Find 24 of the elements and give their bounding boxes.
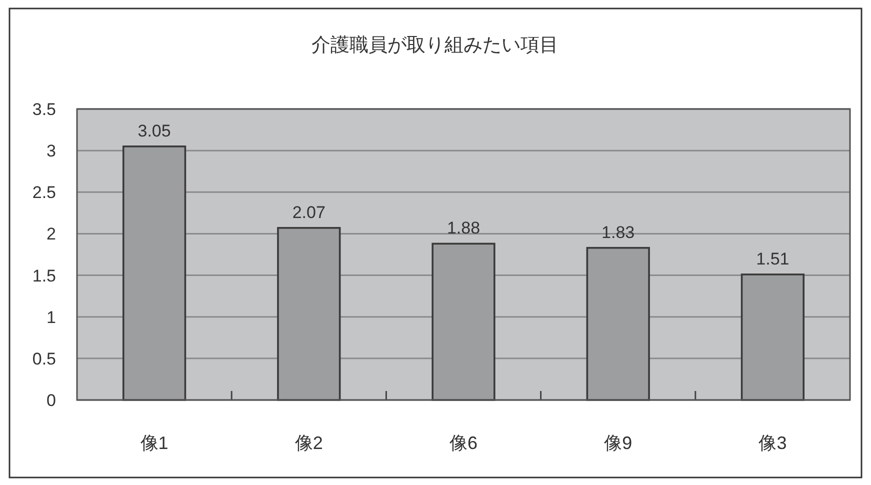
- y-tick-label: 3.5: [32, 100, 56, 119]
- data-label: 1.83: [602, 222, 635, 242]
- data-label: 1.51: [756, 249, 790, 268]
- x-tick-label: 像9: [604, 433, 632, 453]
- y-tick-label: 1: [46, 308, 56, 327]
- bar: [122, 146, 186, 401]
- y-tick-label: 2.5: [32, 183, 56, 202]
- bar: [277, 226, 341, 401]
- x-tick-label: 像1: [140, 433, 168, 453]
- y-tick-label: 3: [46, 142, 56, 161]
- bar: [432, 242, 496, 401]
- bar: [586, 246, 650, 401]
- x-tick-label: 像6: [449, 433, 478, 453]
- y-tick-label: 0.5: [32, 349, 56, 368]
- data-label: 1.88: [446, 218, 480, 238]
- x-tick-label: 像3: [758, 433, 787, 453]
- y-tick-label: 0: [46, 391, 56, 410]
- x-tick-label: 像2: [294, 433, 323, 453]
- bar: [740, 274, 805, 401]
- data-label: 3.05: [138, 121, 171, 140]
- y-tick-label: 1.5: [32, 266, 56, 286]
- y-tick-label: 2: [46, 224, 56, 244]
- data-label: 2.07: [292, 202, 326, 222]
- chart-title: 介護職員が取り組みたい項目: [312, 35, 558, 56]
